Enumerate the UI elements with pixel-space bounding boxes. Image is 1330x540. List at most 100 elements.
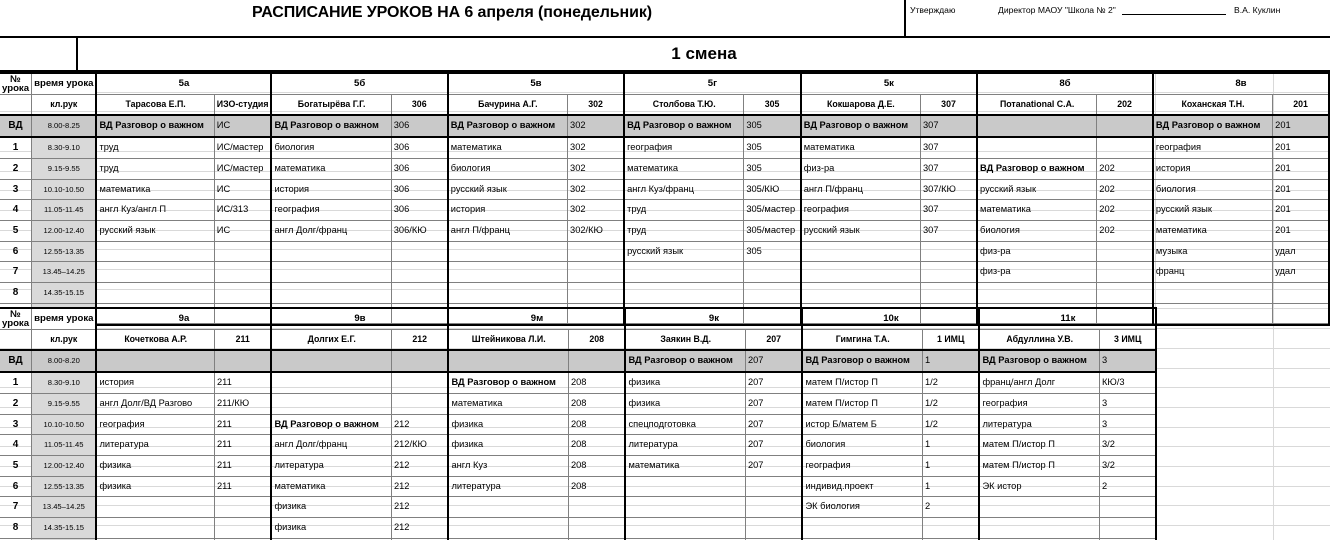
lesson-subject-cell[interactable]: история: [96, 372, 215, 394]
lesson-subject-cell[interactable]: литература: [979, 414, 1100, 436]
lesson-subject-cell[interactable]: ВД Разговор о важном: [800, 115, 921, 139]
lesson-room-cell[interactable]: 212: [391, 476, 450, 498]
lesson-subject-cell[interactable]: [977, 282, 1098, 304]
lesson-subject-cell[interactable]: математика: [447, 137, 569, 159]
lesson-room-cell[interactable]: 302: [567, 158, 626, 180]
lesson-subject-cell[interactable]: [625, 517, 746, 539]
lesson-room-cell[interactable]: 302/КЮ: [567, 220, 626, 242]
lesson-room-cell[interactable]: 202: [1096, 199, 1154, 221]
lesson-room-cell[interactable]: [920, 241, 979, 263]
lesson-room-cell[interactable]: [214, 282, 273, 304]
lesson-subject-cell[interactable]: [271, 393, 392, 415]
lesson-room-cell[interactable]: [214, 350, 273, 374]
lesson-room-cell[interactable]: 202: [1096, 179, 1154, 201]
lesson-room-cell[interactable]: 302: [567, 115, 626, 139]
lesson-room-cell[interactable]: 302: [567, 179, 626, 201]
lesson-room-cell[interactable]: ИС: [214, 115, 273, 139]
lesson-subject-cell[interactable]: математика: [271, 476, 392, 498]
lesson-room-cell[interactable]: удал: [1272, 241, 1330, 263]
lesson-room-cell[interactable]: 202: [1096, 158, 1154, 180]
lesson-subject-cell[interactable]: биология: [977, 220, 1098, 242]
lesson-subject-cell[interactable]: [96, 496, 215, 519]
lesson-room-cell[interactable]: 207: [745, 414, 804, 436]
lesson-subject-cell[interactable]: география: [800, 199, 921, 221]
lesson-room-cell[interactable]: [1096, 261, 1154, 284]
lesson-room-cell[interactable]: 306: [391, 199, 449, 221]
lesson-subject-cell[interactable]: ВД Разговор о важном: [447, 115, 569, 139]
lesson-subject-cell[interactable]: франц: [1152, 261, 1274, 284]
lesson-subject-cell[interactable]: франц/англ Долг: [979, 372, 1100, 394]
lesson-room-cell[interactable]: [743, 282, 802, 304]
lesson-room-cell[interactable]: [745, 496, 804, 519]
lesson-subject-cell[interactable]: математика: [448, 393, 569, 415]
lesson-subject-cell[interactable]: ВД Разговор о важном: [802, 350, 923, 374]
lesson-room-cell[interactable]: 212: [391, 414, 450, 436]
lesson-room-cell[interactable]: [391, 350, 450, 374]
lesson-room-cell[interactable]: 201: [1272, 158, 1330, 180]
lesson-subject-cell[interactable]: физика: [448, 434, 569, 456]
lesson-room-cell[interactable]: [391, 241, 449, 263]
lesson-subject-cell[interactable]: русский язык: [96, 220, 215, 242]
lesson-room-cell[interactable]: 207: [745, 393, 804, 415]
lesson-subject-cell[interactable]: ВД Разговор о важном: [96, 115, 215, 139]
lesson-room-cell[interactable]: [745, 517, 804, 539]
lesson-room-cell[interactable]: 211: [214, 476, 273, 498]
lesson-subject-cell[interactable]: англ Куз: [448, 455, 569, 477]
lesson-subject-cell[interactable]: ВД Разговор о важном: [271, 414, 392, 436]
lesson-subject-cell[interactable]: англ Долг/франц: [271, 434, 392, 456]
lesson-subject-cell[interactable]: математика: [624, 158, 745, 180]
lesson-room-cell[interactable]: 306: [391, 158, 449, 180]
lesson-subject-cell[interactable]: [448, 496, 569, 519]
lesson-subject-cell[interactable]: математика: [800, 137, 921, 159]
lesson-room-cell[interactable]: [214, 241, 273, 263]
lesson-room-cell[interactable]: 306: [391, 137, 449, 159]
lesson-subject-cell[interactable]: [979, 538, 1100, 540]
lesson-room-cell[interactable]: ИС: [214, 179, 273, 201]
lesson-subject-cell[interactable]: биология: [802, 434, 923, 456]
lesson-room-cell[interactable]: 201: [1272, 199, 1330, 221]
lesson-room-cell[interactable]: [568, 538, 627, 540]
lesson-room-cell[interactable]: 208: [568, 414, 627, 436]
lesson-room-cell[interactable]: 307/КЮ: [920, 179, 979, 201]
lesson-subject-cell[interactable]: [96, 350, 215, 374]
lesson-room-cell[interactable]: 1: [922, 455, 981, 477]
lesson-room-cell[interactable]: 3: [1099, 414, 1158, 436]
lesson-subject-cell[interactable]: [977, 115, 1098, 139]
lesson-subject-cell[interactable]: физика: [625, 393, 746, 415]
lesson-subject-cell[interactable]: [625, 538, 746, 540]
lesson-subject-cell[interactable]: физ-ра: [977, 241, 1098, 263]
lesson-subject-cell[interactable]: матем П/истор П: [979, 434, 1100, 456]
lesson-subject-cell[interactable]: биология: [1152, 179, 1274, 201]
lesson-subject-cell[interactable]: [800, 261, 921, 284]
lesson-room-cell[interactable]: ИС/313: [214, 199, 273, 221]
lesson-room-cell[interactable]: 212: [391, 517, 450, 539]
lesson-room-cell[interactable]: [1099, 517, 1158, 539]
lesson-room-cell[interactable]: [1096, 137, 1154, 159]
lesson-room-cell[interactable]: 2: [1099, 476, 1158, 498]
lesson-subject-cell[interactable]: [96, 517, 215, 539]
lesson-room-cell[interactable]: [1272, 303, 1330, 325]
lesson-subject-cell[interactable]: англ Долг/франц: [271, 220, 392, 242]
lesson-room-cell[interactable]: 2: [922, 496, 981, 519]
lesson-room-cell[interactable]: 307: [920, 115, 979, 139]
lesson-room-cell[interactable]: [568, 350, 627, 374]
lesson-subject-cell[interactable]: ВД Разговор о важном: [625, 350, 746, 374]
lesson-room-cell[interactable]: 201: [1272, 115, 1330, 139]
lesson-subject-cell[interactable]: [979, 517, 1100, 539]
lesson-subject-cell[interactable]: география: [802, 455, 923, 477]
lesson-room-cell[interactable]: 207: [745, 372, 804, 394]
lesson-room-cell[interactable]: [391, 372, 450, 394]
lesson-subject-cell[interactable]: ВД Разговор о важном: [624, 115, 745, 139]
lesson-subject-cell[interactable]: музыка: [1152, 241, 1274, 263]
lesson-subject-cell[interactable]: англ П/франц: [800, 179, 921, 201]
lesson-room-cell[interactable]: 3/2: [1099, 455, 1158, 477]
lesson-room-cell[interactable]: [922, 538, 981, 540]
lesson-subject-cell[interactable]: [979, 496, 1100, 519]
lesson-subject-cell[interactable]: [447, 282, 569, 304]
lesson-room-cell[interactable]: 306: [391, 115, 449, 139]
lesson-subject-cell[interactable]: [447, 261, 569, 284]
lesson-room-cell[interactable]: 208: [568, 455, 627, 477]
lesson-subject-cell[interactable]: индивид.проект: [802, 476, 923, 498]
lesson-subject-cell[interactable]: труд: [96, 158, 215, 180]
lesson-room-cell[interactable]: 3: [1099, 393, 1158, 415]
